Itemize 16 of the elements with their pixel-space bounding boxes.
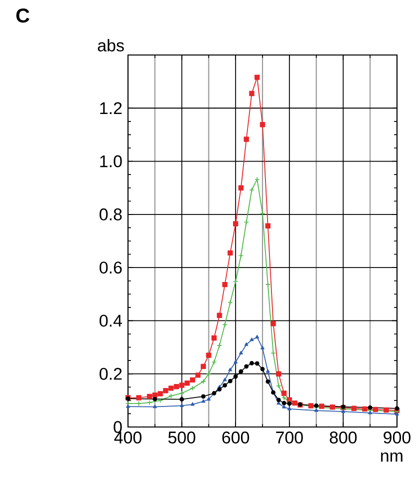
x-tick-label: 800 — [330, 432, 357, 444]
x-tick-label: 500 — [168, 432, 196, 444]
y-tick-label: 1.2 — [100, 102, 122, 114]
y-tick-label: 0 — [114, 420, 122, 433]
y-tick-label: 0.8 — [100, 208, 122, 220]
x-tick-label: 400 — [114, 432, 142, 444]
x-tick-label: 900 — [384, 432, 410, 444]
text: C — [16, 8, 30, 23]
y-tick-label: 0.6 — [100, 262, 122, 274]
y-tick-label: 0.4 — [100, 314, 122, 327]
x-tick-label: 600 — [222, 432, 250, 444]
x-tick-label: 700 — [276, 432, 303, 444]
y-axis-title: abs — [98, 39, 124, 52]
y-tick-label: 1.0 — [100, 155, 122, 168]
x-axis-title: nm — [381, 452, 402, 462]
y-tick-label: 0.2 — [100, 368, 122, 380]
